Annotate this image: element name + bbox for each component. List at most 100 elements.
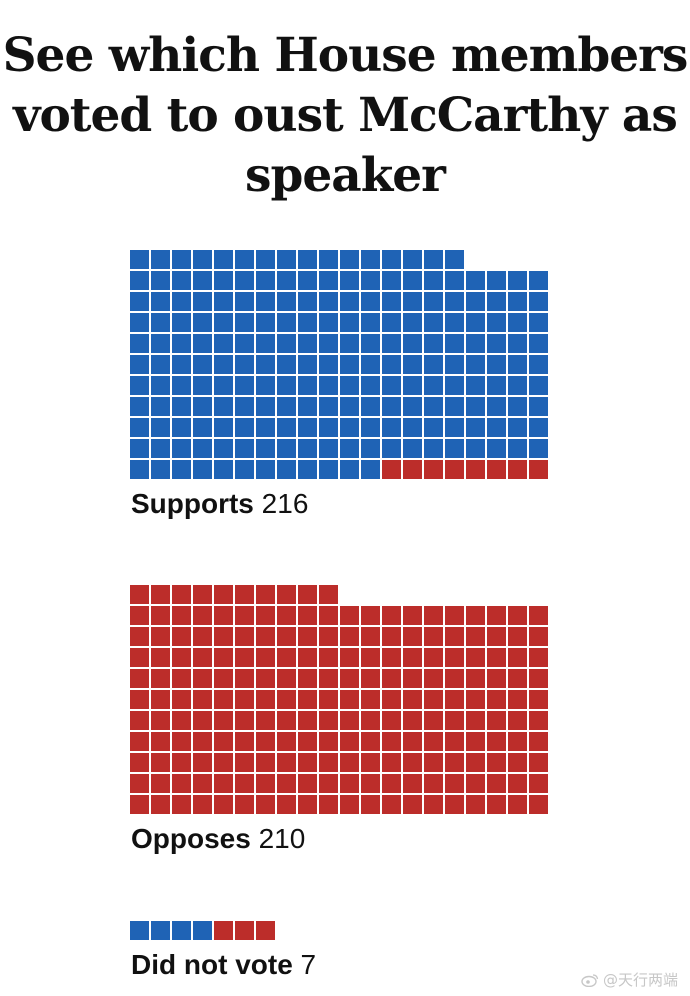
waffle-cell-supports	[235, 334, 254, 353]
waffle-cell-supports	[382, 418, 401, 437]
waffle-cell-supports	[256, 397, 275, 416]
waffle-cell-supports	[508, 376, 527, 395]
waffle-cell-supports	[319, 418, 338, 437]
waffle-cell-opposes	[382, 774, 401, 793]
waffle-cell-supports	[487, 292, 506, 311]
label-opposes-category: Opposes	[131, 823, 251, 854]
waffle-cell-opposes	[445, 648, 464, 667]
waffle-cell-opposes	[487, 690, 506, 709]
waffle-cell-opposes	[445, 732, 464, 751]
waffle-cell-supports	[172, 271, 191, 290]
waffle-cell-opposes	[235, 627, 254, 646]
waffle-cell-opposes	[193, 585, 212, 604]
waffle-cell-opposes	[424, 627, 443, 646]
waffle-cell-supports	[256, 313, 275, 332]
waffle-cell-supports	[529, 439, 548, 458]
waffle-cell-opposes	[466, 753, 485, 772]
waffle-cell-opposes	[298, 774, 317, 793]
waffle-cell-supports	[193, 313, 212, 332]
watermark-text: @天行两端	[602, 971, 678, 989]
waffle-cell-supports	[508, 313, 527, 332]
waffle-cell-supports	[382, 376, 401, 395]
waffle-cell-supports	[277, 271, 296, 290]
waffle-cell-opposes	[130, 732, 149, 751]
waffle-cell-supports	[319, 397, 338, 416]
waffle-cell-did-not-vote	[130, 921, 149, 940]
waffle-cell-opposes	[382, 669, 401, 688]
waffle-cell-supports	[130, 313, 149, 332]
waffle-cell-supports	[277, 334, 296, 353]
waffle-cell-supports	[151, 250, 170, 269]
waffle-cell-opposes	[403, 648, 422, 667]
waffle-cell-opposes	[382, 648, 401, 667]
waffle-cell-supports	[151, 271, 170, 290]
waffle-cell-supports	[214, 334, 233, 353]
waffle-cell-supports	[424, 313, 443, 332]
waffle-cell-opposes	[445, 690, 464, 709]
waffle-cell-supports	[340, 292, 359, 311]
waffle-cell-supports	[235, 397, 254, 416]
waffle-cell-supports	[214, 460, 233, 479]
waffle-cell-opposes	[340, 690, 359, 709]
waffle-cell-supports	[277, 292, 296, 311]
waffle-cell-supports	[445, 334, 464, 353]
waffle-cell-opposes	[235, 669, 254, 688]
waffle-cell-supports	[151, 418, 170, 437]
waffle-cell-supports	[529, 271, 548, 290]
waffle-cell-opposes	[445, 774, 464, 793]
waffle-cell-supports	[403, 334, 422, 353]
waffle-cell-supports	[172, 460, 191, 479]
waffle-cell-supports	[130, 355, 149, 374]
waffle-cell-supports	[277, 355, 296, 374]
waffle-cell-supports	[529, 355, 548, 374]
waffle-cell-supports	[256, 418, 275, 437]
waffle-cell-supports	[214, 250, 233, 269]
waffle-cell-opposes	[529, 732, 548, 751]
waffle-cell-supports	[403, 418, 422, 437]
waffle-cell-supports	[487, 439, 506, 458]
waffle-cell-supports	[130, 439, 149, 458]
waffle-cell-supports	[298, 439, 317, 458]
waffle-cell-supports	[424, 376, 443, 395]
waffle-cell-opposes	[508, 732, 527, 751]
waffle-cell-supports	[319, 334, 338, 353]
waffle-cell-opposes	[466, 627, 485, 646]
waffle-cell-supports	[130, 334, 149, 353]
waffle-cell-opposes	[256, 627, 275, 646]
waffle-cell-opposes	[130, 690, 149, 709]
waffle-cell-supports	[214, 271, 233, 290]
waffle-cell-supports	[508, 271, 527, 290]
waffle-cell-opposes	[193, 690, 212, 709]
waffle-cell-supports	[361, 313, 380, 332]
waffle-cell-supports	[298, 292, 317, 311]
waffle-cell-supports	[151, 292, 170, 311]
waffle-cell-supports	[256, 376, 275, 395]
waffle-cell-supports	[466, 397, 485, 416]
waffle-cell-opposes	[151, 795, 170, 814]
waffle-cell-supports	[466, 271, 485, 290]
waffle-cell-opposes	[256, 795, 275, 814]
waffle-cell-opposes	[298, 795, 317, 814]
waffle-cell-supports	[235, 439, 254, 458]
waffle-cell-opposes	[487, 711, 506, 730]
waffle-cell-opposes	[298, 732, 317, 751]
waffle-cell-opposes	[382, 627, 401, 646]
waffle-cell-opposes	[130, 606, 149, 625]
waffle-cell-opposes	[214, 795, 233, 814]
waffle-cell-supports	[214, 292, 233, 311]
waffle-cell-opposes	[445, 795, 464, 814]
waffle-cell-opposes	[298, 585, 317, 604]
waffle-cell-supports	[403, 460, 422, 479]
waffle-cell-supports	[424, 250, 443, 269]
waffle-cell-supports	[235, 460, 254, 479]
waffle-cell-supports	[172, 397, 191, 416]
waffle-cell-supports	[487, 355, 506, 374]
waffle-cell-did-not-vote	[151, 921, 170, 940]
label-supports-value: 216	[261, 488, 309, 519]
waffle-cell-opposes	[214, 669, 233, 688]
waffle-cell-supports	[172, 376, 191, 395]
waffle-cell-supports	[193, 418, 212, 437]
waffle-cell-supports	[151, 460, 170, 479]
label-opposes-value: 210	[258, 823, 306, 854]
waffle-cell-opposes	[424, 711, 443, 730]
